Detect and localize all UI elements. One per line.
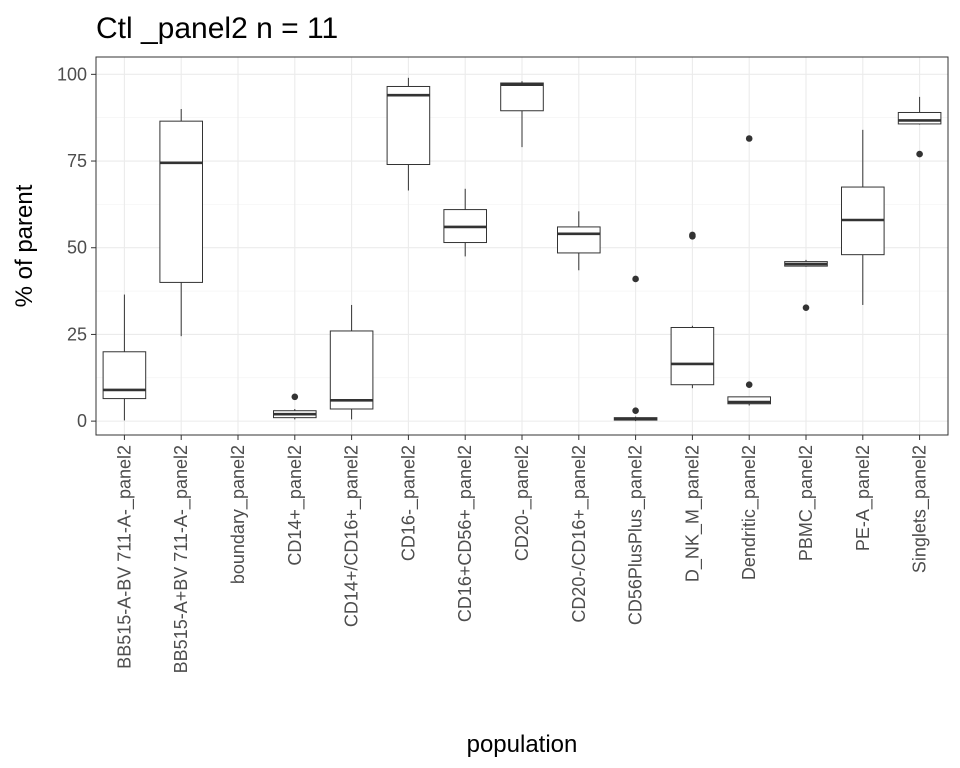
box-12 — [784, 259, 828, 312]
x-tick-label: CD14+_panel2 — [285, 445, 306, 566]
box-9 — [613, 275, 658, 422]
box-4 — [329, 304, 374, 420]
x-axis-title: population — [467, 731, 578, 758]
box-iqr — [386, 85, 431, 166]
box-iqr — [727, 396, 772, 405]
chart-title: Ctl _panel2 n = 11 — [96, 12, 338, 45]
box-10 — [670, 231, 715, 389]
box-6 — [443, 188, 487, 257]
outlier-point — [802, 304, 810, 312]
box-iqr — [897, 111, 942, 125]
x-tick-label: Dendritic_panel2 — [739, 445, 760, 580]
x-tick-label: CD16+CD56+_panel2 — [455, 445, 476, 622]
box-8 — [557, 211, 601, 271]
box-7 — [500, 81, 544, 148]
outlier-point — [291, 393, 299, 401]
outlier-point — [632, 275, 639, 283]
y-tick-label: 25 — [67, 324, 87, 344]
x-tick-label: boundary_panel2 — [228, 445, 249, 584]
y-tick-label: 50 — [67, 238, 87, 258]
x-tick-label: PE-A_panel2 — [853, 445, 874, 551]
box-0 — [102, 294, 147, 421]
x-tick-label: CD16-_panel2 — [398, 445, 419, 561]
boxes — [102, 77, 942, 422]
outlier-point — [745, 135, 753, 142]
x-tick-label: CD14+/CD16+_panel2 — [342, 445, 363, 627]
box-iqr — [159, 120, 203, 283]
outlier-point — [689, 231, 696, 239]
plot-panel — [95, 56, 949, 436]
outlier-point — [745, 381, 753, 389]
x-tick-label: CD20-_panel2 — [512, 445, 533, 561]
outlier-point — [916, 150, 923, 158]
y-axis-title: % of parent — [11, 184, 38, 307]
box-3 — [273, 393, 317, 420]
box-5 — [386, 77, 431, 191]
y-axis: 0 25 50 75 100 — [57, 64, 96, 431]
box-iqr — [670, 326, 715, 386]
box-iqr — [329, 330, 374, 410]
x-tick-label: PBMC_panel2 — [796, 445, 817, 561]
x-tick-label: CD56PlusPlus_panel2 — [626, 445, 647, 625]
x-axis: BB515-A-BV 711-A-_panel2 BB515-A+BV 711-A… — [114, 435, 931, 673]
x-tick-label: CD20-/CD16+_panel2 — [569, 445, 590, 623]
box-iqr — [500, 82, 544, 112]
x-tick-label: Singlets_panel2 — [910, 445, 931, 573]
box-14 — [897, 96, 942, 158]
y-tick-label: 75 — [67, 151, 87, 171]
x-tick-label: BB515-A-BV 711-A-_panel2 — [114, 445, 135, 669]
box-11 — [727, 135, 772, 406]
y-tick-label: 0 — [77, 411, 87, 431]
box-iqr — [557, 226, 601, 254]
x-tick-label: D_NK_M_panel2 — [682, 445, 703, 582]
box-iqr — [102, 351, 147, 400]
outlier-point — [632, 407, 639, 415]
x-tick-label: BB515-A+BV 711-A-_panel2 — [171, 445, 192, 673]
box-13 — [841, 129, 885, 305]
y-tick-label: 100 — [57, 64, 87, 84]
box-1 — [159, 109, 203, 337]
